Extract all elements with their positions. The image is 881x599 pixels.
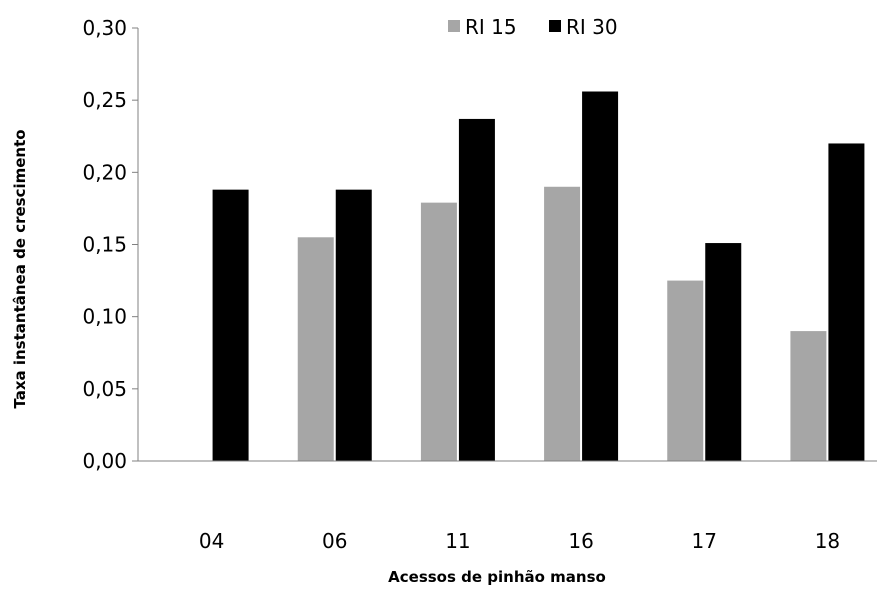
y-tick-label: 0,10 (82, 305, 127, 329)
bar-ri30-17 (705, 243, 742, 461)
bar-ri30-16 (582, 91, 619, 462)
y-tick-label: 0,05 (82, 377, 127, 401)
bar-ri30-18 (828, 143, 865, 461)
bar-ri15-18 (790, 331, 827, 461)
bar-ri15-11 (420, 202, 457, 462)
legend-swatch-ri30 (549, 20, 561, 32)
bar-ri15-06 (297, 237, 334, 461)
y-axis-title: Taxa instantânea de crescimento (11, 129, 29, 408)
y-tick-label: 0,30 (82, 16, 127, 40)
bar-ri15-17 (667, 280, 704, 461)
y-axis-ticks: 0,00 0,05 0,10 0,15 0,20 0,25 0,30 (82, 16, 138, 473)
x-tick-label: 17 (692, 529, 717, 553)
y-tick-label: 0,25 (82, 88, 127, 112)
x-tick-label: 06 (322, 529, 347, 553)
bar-ri15-16 (544, 186, 581, 461)
bar-ri30-04 (212, 189, 249, 462)
legend-label-ri15: RI 15 (465, 15, 517, 39)
x-tick-label: 18 (815, 529, 840, 553)
y-tick-label: 0,20 (82, 160, 127, 184)
x-tick-label: 04 (199, 529, 224, 553)
y-tick-label: 0,15 (82, 233, 127, 257)
y-tick-label: 0,00 (82, 449, 127, 473)
bar-ri30-11 (458, 118, 495, 462)
x-tick-label: 11 (445, 529, 470, 553)
legend-label-ri30: RI 30 (566, 15, 618, 39)
legend-swatch-ri15 (448, 20, 460, 32)
x-axis-ticks: 04 06 11 16 17 18 (199, 529, 840, 553)
legend: RI 15 RI 30 (448, 15, 618, 39)
bar-ri30-06 (335, 189, 372, 462)
x-axis-title: Acessos de pinhão manso (388, 568, 606, 586)
x-tick-label: 16 (568, 529, 593, 553)
bars (212, 91, 865, 462)
